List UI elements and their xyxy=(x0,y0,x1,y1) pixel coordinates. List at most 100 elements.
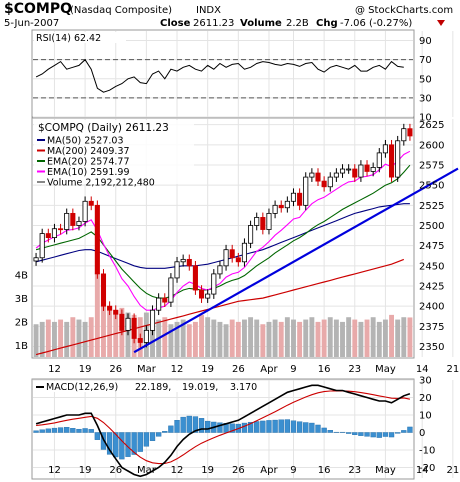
volume-bar xyxy=(235,321,241,357)
candle-body xyxy=(174,261,180,279)
macd-tick-label: 30 xyxy=(419,376,432,387)
candle-body xyxy=(143,329,149,343)
macd-legend-label: MACD(12,26,9) xyxy=(46,382,118,393)
volume-bar xyxy=(370,317,376,357)
candle-body xyxy=(358,164,364,178)
x-tick-label-upper: 16 xyxy=(318,364,331,375)
macd-histogram-bar xyxy=(94,432,101,440)
volume-bar xyxy=(272,319,278,357)
volume-bar xyxy=(107,307,113,357)
macd-histogram-bar xyxy=(327,430,333,433)
x-tick-label-upper: 12 xyxy=(48,364,61,375)
volume-bar xyxy=(248,317,254,357)
macd-signal-line xyxy=(36,390,411,465)
candle-body xyxy=(260,217,266,230)
volume-bar xyxy=(150,321,155,357)
price-legend-bg xyxy=(34,120,194,184)
candle-body xyxy=(248,225,254,244)
volume-bar xyxy=(217,321,223,357)
volume-bar xyxy=(358,321,364,357)
x-tick-label-lower: 14 xyxy=(416,465,429,476)
price-tick-label: 2550 xyxy=(419,181,444,192)
legend-label-ma200: MA(200) 2409.37 xyxy=(47,146,130,157)
candle-body xyxy=(346,168,352,171)
rsi-tick-label: 70 xyxy=(419,55,432,66)
candle-body xyxy=(82,200,88,222)
macd-histogram-bar xyxy=(162,431,168,433)
volume-bar xyxy=(327,317,333,357)
volume-bar xyxy=(284,317,290,357)
macd-tick-label: 10 xyxy=(419,411,432,422)
x-tick-label-lower: 26 xyxy=(109,465,122,476)
candle-body xyxy=(39,233,45,259)
x-tick-label-upper: Apr xyxy=(260,364,278,375)
x-tick-label-lower: 12 xyxy=(48,465,61,476)
down-arrow-icon xyxy=(437,20,445,26)
macd-histogram-bar xyxy=(149,432,156,441)
x-tick-label-upper: 26 xyxy=(232,364,245,375)
volume-bar xyxy=(52,321,57,357)
candle-body xyxy=(272,204,278,214)
macd-histogram-bar xyxy=(395,432,401,434)
rsi-panel xyxy=(31,29,415,118)
volume-tick-label: 1B xyxy=(15,341,28,352)
macd-histogram-bar xyxy=(180,416,186,433)
chart-index-name: (Nasdaq Composite) xyxy=(70,5,172,16)
x-tick-label-lower: 21 xyxy=(446,465,459,476)
candle-body xyxy=(168,277,174,303)
candle-body xyxy=(125,317,131,331)
legend-label-volume: Volume 2,192,212,480 xyxy=(47,178,155,189)
candle-body xyxy=(113,309,119,315)
volume-bar xyxy=(76,319,82,357)
volume-value: 2.2B xyxy=(286,18,309,29)
volume-bar xyxy=(101,303,106,357)
volume-bar xyxy=(70,317,76,357)
volume-bar xyxy=(401,317,407,357)
macd-histogram-bar xyxy=(186,415,192,433)
macd-histogram-bar xyxy=(143,432,150,447)
candle-body xyxy=(149,309,156,331)
macd-histogram-bar xyxy=(88,429,94,433)
candle-body xyxy=(100,273,107,307)
candle-body xyxy=(370,167,376,172)
macd-histogram-bar xyxy=(260,420,266,433)
price-tick-label: 2500 xyxy=(419,221,444,232)
macd-tick-label: -10 xyxy=(419,446,435,457)
x-tick-label-upper: 19 xyxy=(201,364,214,375)
volume-bar xyxy=(389,314,394,357)
macd-histogram-bar xyxy=(370,432,376,438)
candle-body xyxy=(199,289,205,299)
macd-histogram-bar xyxy=(119,432,125,460)
volume-bar xyxy=(321,319,327,357)
candle-body xyxy=(223,249,229,267)
close-label: Close xyxy=(160,18,191,29)
volume-bar xyxy=(223,324,229,357)
macd-histogram-bar xyxy=(247,421,254,433)
legend-label-ma50: MA(50) 2527.03 xyxy=(47,136,124,147)
candle-body xyxy=(45,233,51,238)
x-tick-label-lower: 23 xyxy=(348,465,361,476)
price-tick-label: 2425 xyxy=(419,282,444,293)
candle-body xyxy=(376,152,382,168)
x-tick-label-upper: 23 xyxy=(348,364,361,375)
chg-value: -7.06 (-0.27%) xyxy=(340,18,412,29)
volume-bar xyxy=(94,272,100,357)
candle-body xyxy=(315,172,321,182)
candle-body xyxy=(88,200,94,206)
candle-body xyxy=(156,297,162,311)
legend-label-ema10: EMA(10) 2591.99 xyxy=(47,167,130,178)
macd-histogram-bar xyxy=(131,432,137,455)
rsi-tick-label: 30 xyxy=(419,93,432,104)
volume-bar xyxy=(333,319,339,357)
x-tick-label-upper: 14 xyxy=(416,364,429,375)
candle-body xyxy=(284,200,290,209)
candle-body xyxy=(64,212,70,230)
candle-body xyxy=(33,257,39,262)
volume-bar xyxy=(199,314,204,357)
price-tick-label: 2350 xyxy=(419,342,444,353)
macd-histogram-bar xyxy=(254,421,260,433)
x-tick-label-upper: Mar xyxy=(137,364,157,375)
volume-bar xyxy=(303,319,309,357)
macd-legend-value: 22.189, xyxy=(135,382,171,393)
